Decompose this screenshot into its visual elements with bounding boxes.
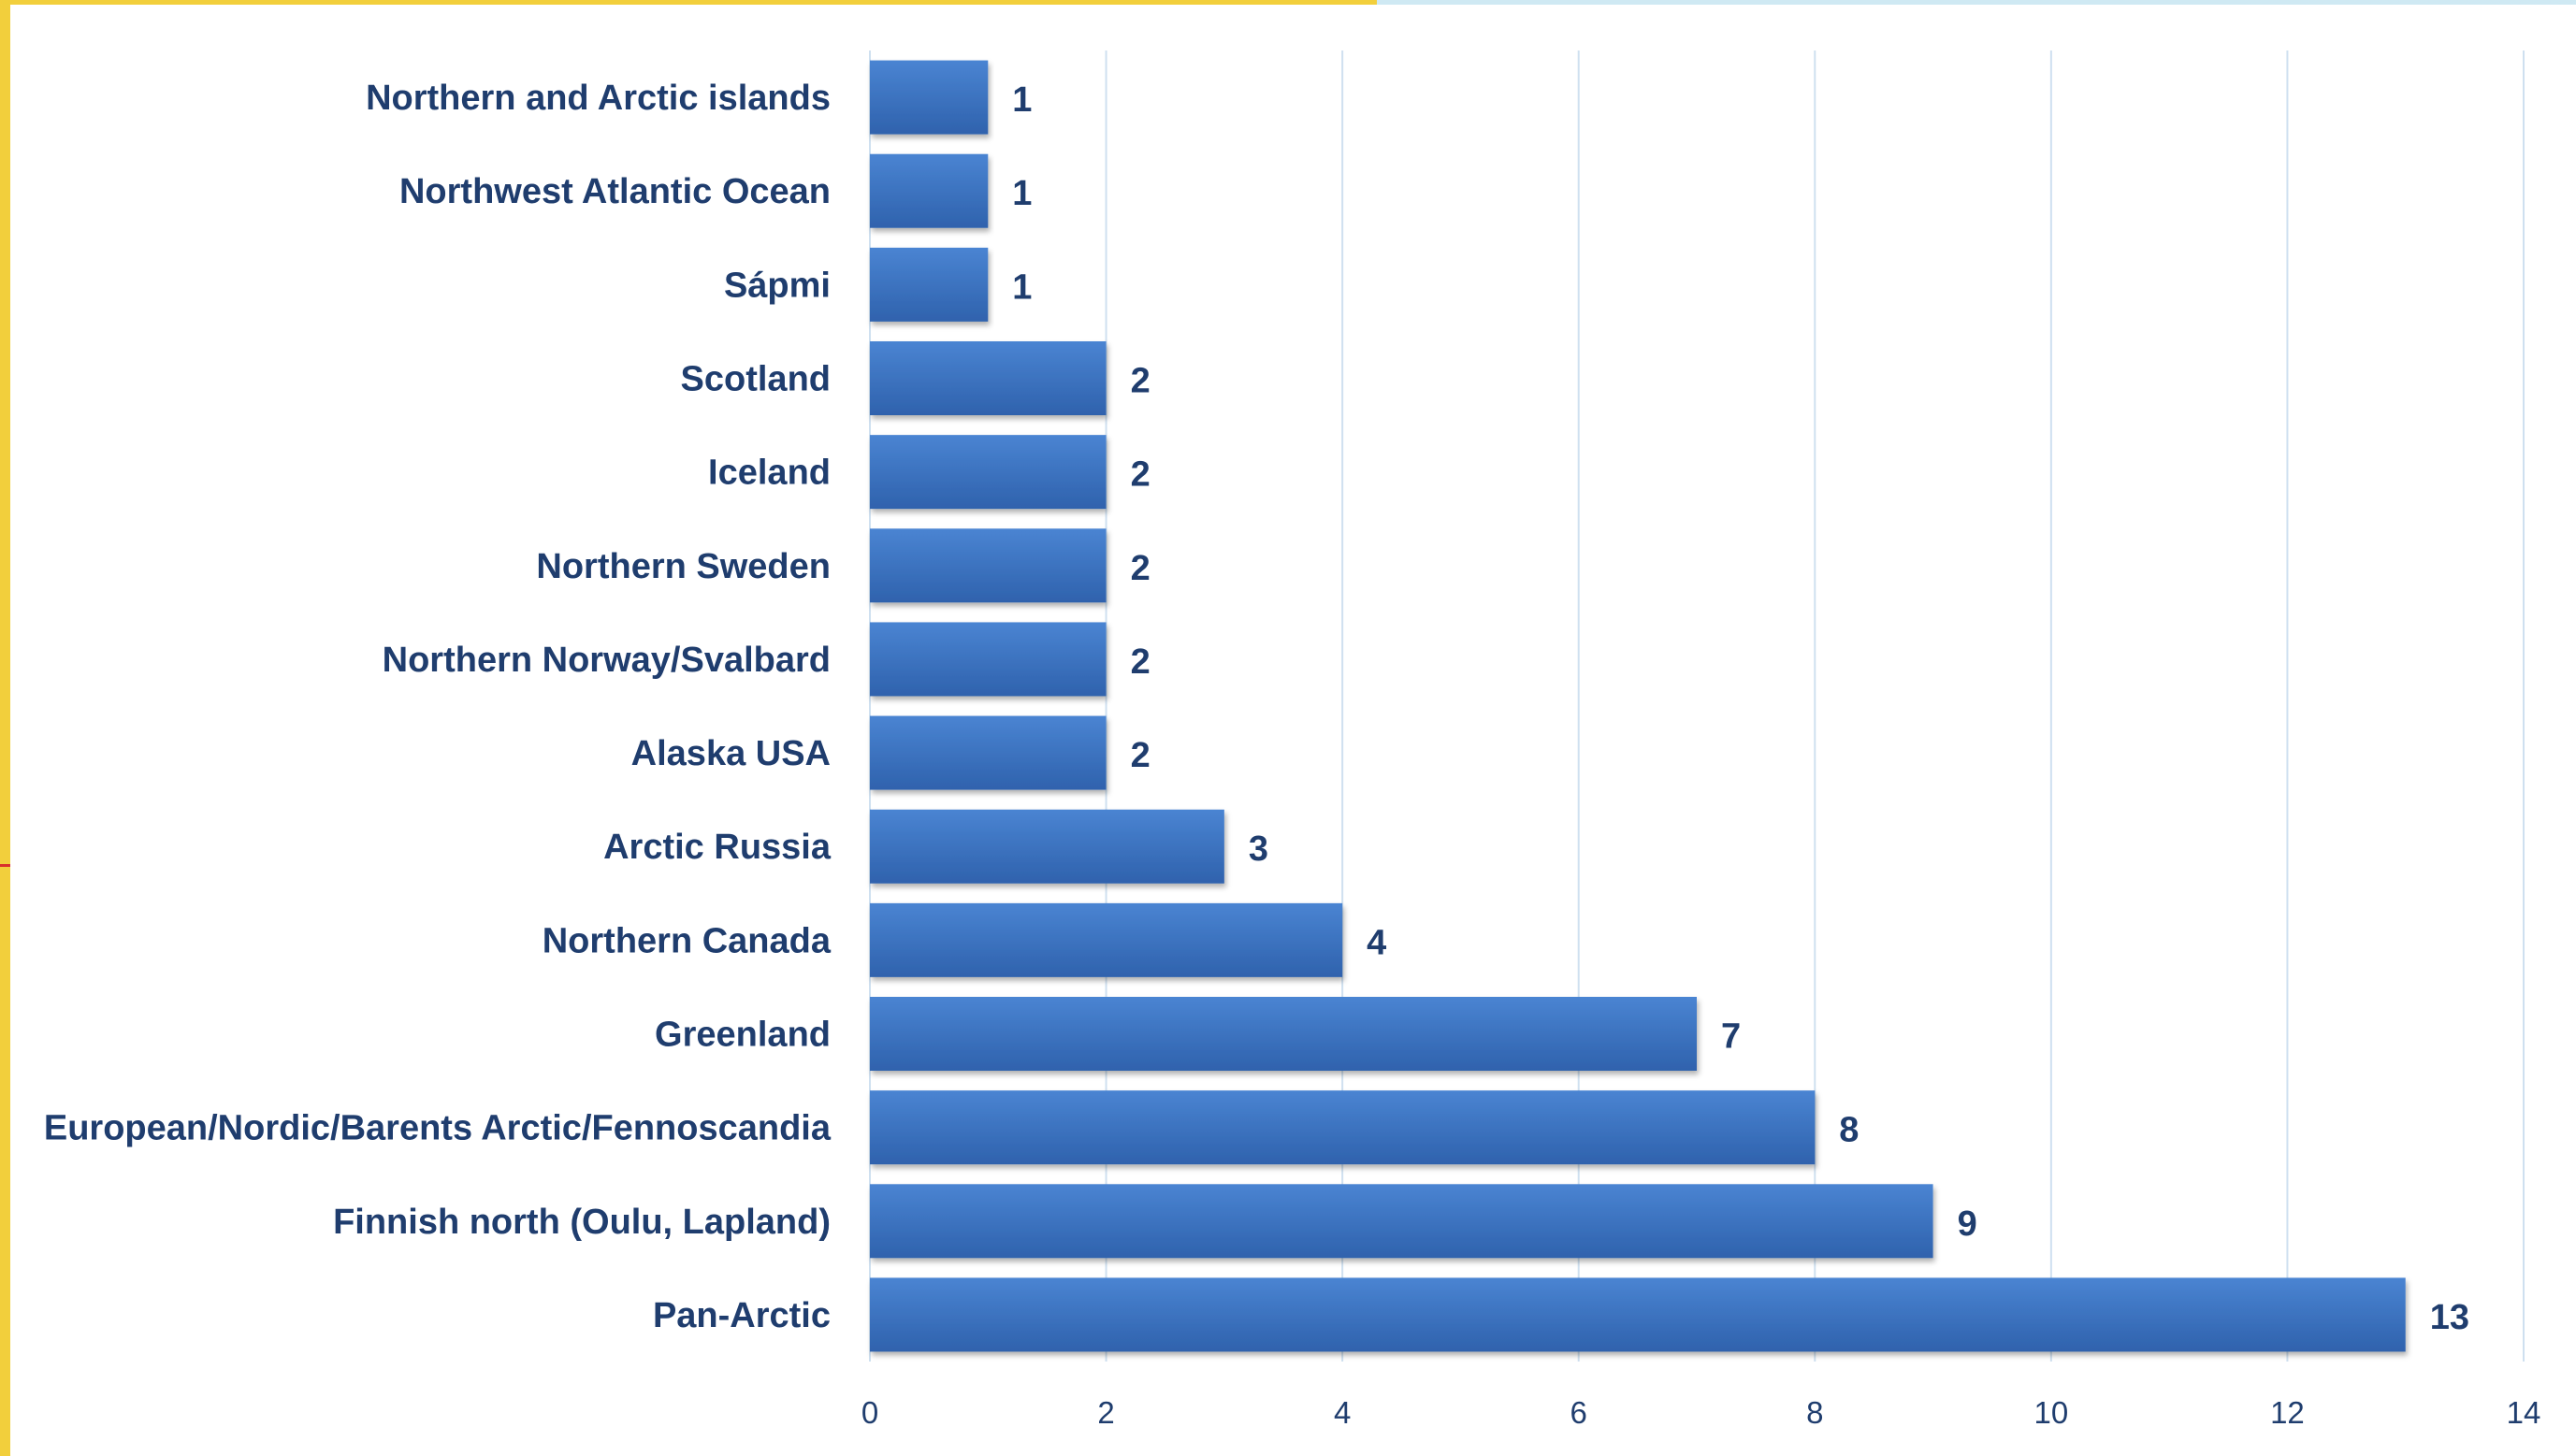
value-label: 9 [1958, 1204, 1977, 1244]
x-tick-label-10: 10 [2033, 1395, 2068, 1430]
value-label: 2 [1131, 549, 1151, 588]
value-label: 2 [1131, 642, 1151, 682]
x-tick-label-6: 6 [1570, 1395, 1587, 1430]
bar-11 [870, 1090, 1816, 1165]
frame-top-blue-border [1377, 0, 2576, 5]
frame-red-tick [0, 864, 10, 867]
value-label: 8 [1839, 1111, 1859, 1150]
category-label: Alaska USA [631, 734, 831, 773]
bar-6 [870, 622, 1107, 697]
bar-0 [870, 60, 989, 135]
value-label: 1 [1012, 80, 1032, 120]
category-label: European/Nordic/Barents Arctic/Fennoscan… [44, 1109, 832, 1148]
value-labels: 1 1 1 2 2 2 2 2 3 4 7 8 9 13 [1012, 80, 2469, 1337]
category-label: Northern Sweden [536, 547, 831, 586]
bars [870, 60, 2406, 1352]
value-label: 2 [1131, 455, 1151, 495]
bar-9 [870, 902, 1343, 977]
value-label: 13 [2430, 1298, 2469, 1337]
category-label: Scotland [681, 360, 831, 399]
category-label: Northwest Atlantic Ocean [399, 172, 831, 211]
bar-5 [870, 528, 1107, 603]
bar-8 [870, 809, 1224, 884]
bar-7 [870, 715, 1107, 790]
bar-3 [870, 341, 1107, 415]
x-axis-tick-labels: 0 2 4 6 8 10 12 14 [861, 1395, 2541, 1430]
bar-10 [870, 997, 1697, 1071]
gridlines [869, 50, 2525, 1362]
category-label: Finnish north (Oulu, Lapland) [333, 1203, 831, 1242]
value-label: 2 [1131, 362, 1151, 401]
x-tick-label-8: 8 [1806, 1395, 1823, 1430]
x-tick-label-0: 0 [861, 1395, 878, 1430]
value-label: 1 [1012, 267, 1032, 307]
category-label: Pan-Arctic [653, 1296, 831, 1335]
value-label: 2 [1131, 736, 1151, 775]
category-label: Arctic Russia [603, 828, 832, 867]
category-label: Northern Canada [543, 921, 832, 960]
value-label: 1 [1012, 174, 1032, 213]
x-tick-label-2: 2 [1097, 1395, 1114, 1430]
bar-2 [870, 247, 989, 322]
category-labels: Northern and Arctic islands Northwest Atl… [44, 79, 832, 1335]
bar-13 [870, 1277, 2406, 1352]
x-tick-label-12: 12 [2270, 1395, 2305, 1430]
category-label: Northern Norway/Svalbard [383, 641, 831, 680]
category-label: Northern and Arctic islands [366, 79, 831, 118]
value-label: 3 [1249, 829, 1268, 869]
frame-top-yellow-border [0, 0, 1377, 5]
x-tick-label-14: 14 [2507, 1395, 2541, 1430]
category-label: Sápmi [724, 266, 831, 305]
bar-1 [870, 153, 989, 228]
category-label: Greenland [655, 1016, 831, 1055]
category-label: Iceland [708, 454, 831, 493]
value-label: 7 [1721, 1017, 1741, 1057]
x-tick-label-4: 4 [1334, 1395, 1351, 1430]
value-label: 4 [1367, 923, 1386, 962]
bar-12 [870, 1184, 1933, 1259]
bar-4 [870, 435, 1107, 510]
frame-left-border [0, 0, 10, 1456]
